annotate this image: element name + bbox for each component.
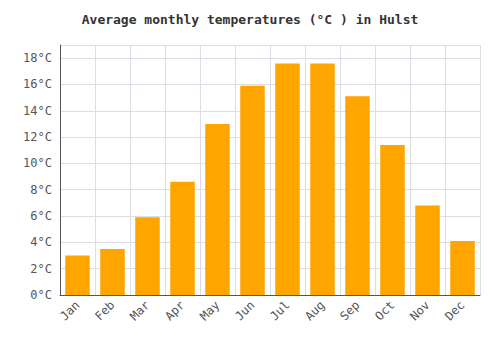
svg-text:Sep: Sep (337, 298, 362, 323)
svg-text:Dec: Dec (442, 298, 467, 323)
svg-text:4°C: 4°C (30, 235, 52, 249)
svg-text:May: May (197, 298, 222, 323)
svg-text:0°C: 0°C (30, 288, 52, 302)
svg-text:Mar: Mar (127, 298, 152, 323)
svg-text:6°C: 6°C (30, 209, 52, 223)
svg-text:Jan: Jan (57, 298, 82, 323)
svg-text:Nov: Nov (407, 298, 432, 323)
svg-text:Jun: Jun (232, 298, 257, 323)
svg-text:2°C: 2°C (30, 262, 52, 276)
svg-text:14°C: 14°C (23, 104, 52, 118)
svg-text:Aug: Aug (302, 298, 327, 323)
svg-text:Jul: Jul (267, 298, 292, 323)
svg-text:Apr: Apr (162, 298, 187, 323)
svg-text:10°C: 10°C (23, 156, 52, 170)
svg-text:16°C: 16°C (23, 77, 52, 91)
svg-text:18°C: 18°C (23, 51, 52, 65)
svg-text:Average monthly temperatures (: Average monthly temperatures (°C ) in Hu… (82, 12, 419, 27)
svg-text:8°C: 8°C (30, 183, 52, 197)
svg-text:Oct: Oct (372, 298, 397, 323)
svg-text:12°C: 12°C (23, 130, 52, 144)
svg-text:Feb: Feb (92, 298, 117, 323)
